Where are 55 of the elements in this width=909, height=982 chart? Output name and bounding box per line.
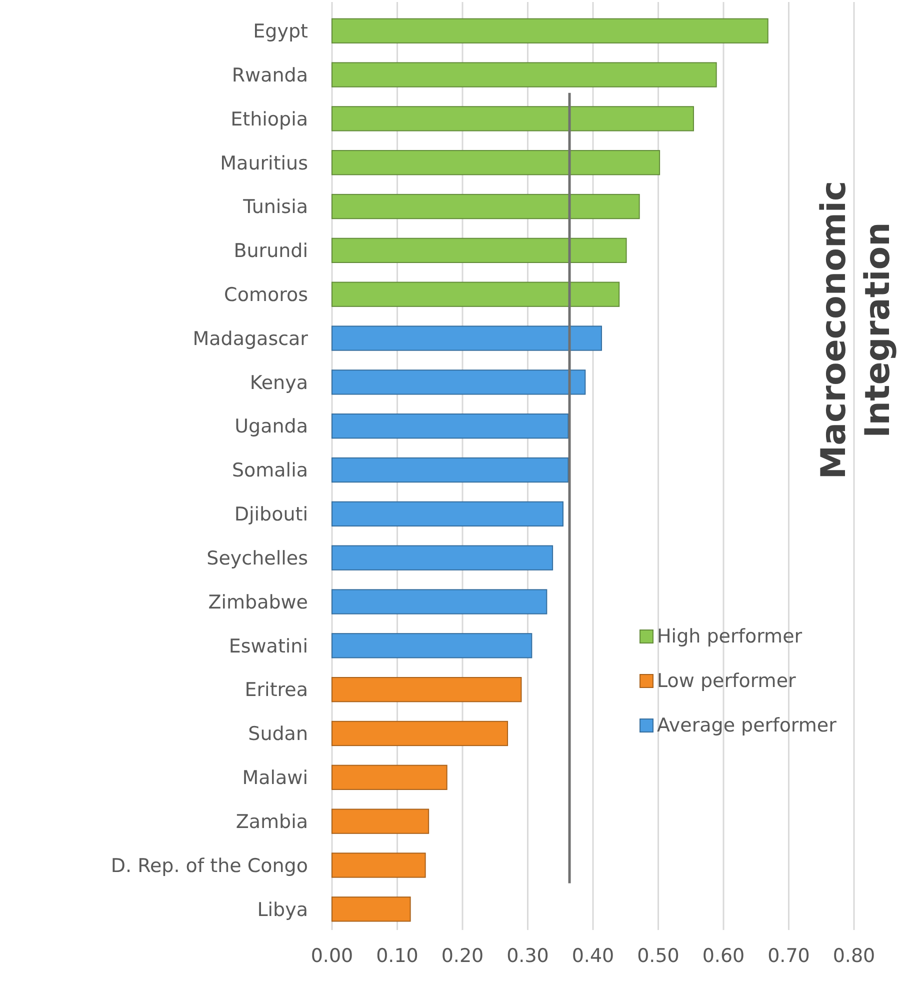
bar xyxy=(332,808,430,834)
y-tick-label: Tunisia xyxy=(242,196,308,218)
y-tick-label: Mauritius xyxy=(220,152,308,174)
x-tick-label: 0.20 xyxy=(441,945,484,967)
y-tick-label: Seychelles xyxy=(206,547,308,570)
bar xyxy=(332,238,627,264)
y-tick-label: Eswatini xyxy=(228,635,308,658)
bar xyxy=(332,852,426,878)
legend-label: Low performer xyxy=(657,670,796,692)
bar xyxy=(332,545,554,570)
x-tick-label: 0.50 xyxy=(637,945,680,967)
bar xyxy=(332,633,532,658)
bar xyxy=(332,282,620,307)
legend-label: High performer xyxy=(657,626,802,648)
x-tick-label: 0.70 xyxy=(768,945,810,967)
bar xyxy=(332,896,411,922)
y-tick-label: Malawi xyxy=(242,767,308,790)
bar xyxy=(332,457,569,483)
bar xyxy=(332,764,448,790)
y-tick-label: Libya xyxy=(257,898,308,921)
y-tick-label: Ethiopia xyxy=(230,108,308,130)
y-tick-label: Somalia xyxy=(232,460,308,482)
y-tick-label: Zimbabwe xyxy=(208,591,308,614)
y-tick-label: Djibouti xyxy=(234,504,308,526)
bar xyxy=(332,589,548,614)
x-tick-label: 0.40 xyxy=(572,945,614,967)
bar xyxy=(332,62,717,88)
y-tick-label: Kenya xyxy=(250,372,308,394)
x-tick-label: 0.10 xyxy=(376,945,418,967)
text: Macroeconomic Integration xyxy=(814,180,898,480)
bar xyxy=(332,194,640,220)
y-tick-label: Uganda xyxy=(234,416,308,438)
bar xyxy=(332,106,694,132)
bar xyxy=(332,676,522,702)
bar xyxy=(332,150,660,176)
bar xyxy=(332,501,564,526)
y-tick-label: Rwanda xyxy=(232,64,308,86)
x-tick-label: 0.80 xyxy=(832,945,876,967)
legend-label: Average performer xyxy=(657,714,837,737)
y-tick-label: Egypt xyxy=(253,20,308,43)
x-tick-label: 0.30 xyxy=(506,945,549,967)
x-tick-label: 0.60 xyxy=(702,945,745,967)
x-tick-label: 0.00 xyxy=(310,945,354,967)
bar xyxy=(332,370,586,395)
bar xyxy=(332,18,768,44)
bar xyxy=(332,326,602,351)
y-tick-label: Sudan xyxy=(248,723,308,746)
y-tick-label: Madagascar xyxy=(192,328,308,350)
bar xyxy=(332,720,508,746)
y-tick-label: Eritrea xyxy=(244,679,308,702)
y-tick-label: Zambia xyxy=(236,810,308,833)
y-tick-label: Comoros xyxy=(224,284,308,306)
y-tick-label: Burundi xyxy=(234,240,308,262)
bar xyxy=(332,414,569,439)
y-tick-label: D. Rep. of the Congo xyxy=(110,854,308,877)
